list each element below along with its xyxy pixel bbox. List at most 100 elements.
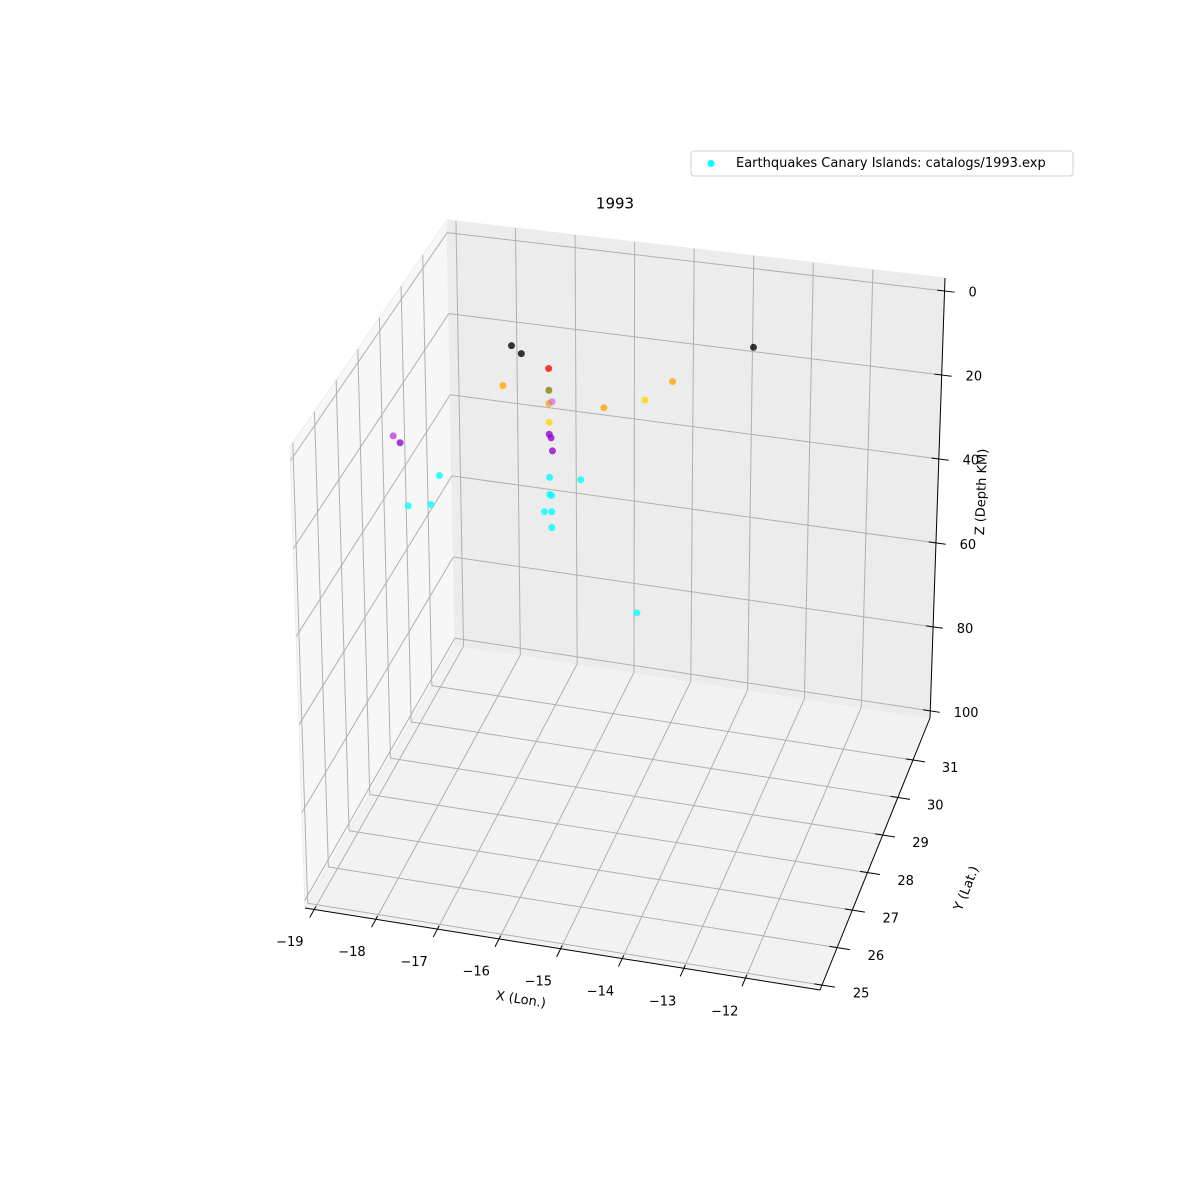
y-tick (875, 833, 896, 838)
y-tick-label: 27 (883, 911, 900, 926)
x-tick-label: −13 (649, 994, 676, 1009)
legend-marker (707, 160, 715, 167)
grid-line (313, 646, 464, 910)
x-tick (618, 955, 625, 967)
data-point (641, 396, 649, 404)
data-point (389, 432, 397, 440)
z-tick-label: 80 (957, 622, 974, 637)
y-tick (814, 983, 835, 988)
x-tick (494, 935, 502, 948)
z-tick-label: 0 (969, 286, 977, 301)
data-point (548, 398, 556, 406)
data-point (547, 434, 555, 442)
grid-line (411, 721, 898, 799)
grid-line (292, 313, 450, 549)
grid-line (574, 234, 578, 664)
legend-box (690, 150, 1074, 177)
data-point (499, 382, 507, 390)
grid-line (515, 227, 521, 656)
data-point (546, 473, 554, 481)
x-tick (309, 906, 317, 918)
data-point (548, 447, 556, 455)
x-tick (679, 964, 686, 977)
grid-line (295, 394, 451, 637)
grid-line (292, 442, 309, 904)
grid-line (683, 698, 805, 969)
grid-line (690, 248, 695, 682)
data-point (396, 439, 404, 447)
y-tick (859, 870, 881, 876)
grid-line (390, 757, 883, 836)
data-point (633, 609, 641, 617)
data-point (545, 418, 553, 426)
data-point (749, 343, 757, 351)
data-point (548, 524, 556, 532)
x-tick-label: −12 (711, 1004, 738, 1019)
grid-line (633, 241, 636, 673)
data-point (600, 404, 608, 412)
grid-line (448, 313, 942, 376)
y-tick-label: 28 (897, 874, 914, 889)
grid-line (301, 556, 454, 813)
data-point (548, 492, 556, 500)
x-tick-label: −16 (462, 965, 489, 980)
legend: Earthquakes Canary Islands: catalogs/199… (690, 150, 1074, 177)
grid-line (378, 317, 391, 759)
grid-line (307, 902, 823, 986)
z-tick-label: 60 (960, 538, 977, 553)
grid-line (328, 866, 838, 949)
grid-line (560, 681, 692, 949)
grid-line (450, 394, 939, 460)
grid-line (455, 221, 465, 647)
z-axis-line (929, 277, 946, 719)
z-tick (937, 289, 955, 293)
y-tick (890, 795, 911, 800)
z-tick (928, 541, 946, 545)
grid-line (621, 689, 749, 959)
grid-line (447, 232, 945, 292)
z-tick (931, 457, 949, 461)
grid-line (313, 411, 329, 868)
z-tick-label: 40 (963, 454, 980, 469)
grid-line (454, 637, 931, 712)
y-tick-label: 26 (868, 949, 885, 964)
grid-line (369, 793, 868, 874)
x-axis-line (304, 907, 821, 991)
x-tick (741, 974, 748, 987)
x-tick (432, 925, 440, 938)
grid-line (860, 269, 874, 708)
data-point (540, 508, 548, 516)
y-tick (844, 908, 865, 913)
data-point (577, 476, 585, 484)
z-tick-label: 20 (966, 370, 983, 385)
data-point (517, 350, 525, 358)
x-tick-label: −14 (587, 985, 614, 1000)
x-tick-label: −17 (400, 955, 427, 970)
x-tick-label: −18 (338, 945, 365, 960)
z-tick (923, 709, 940, 713)
grid-line (747, 255, 755, 690)
x-tick (371, 915, 379, 928)
data-point (669, 378, 677, 386)
y-tick-label: 25 (853, 987, 870, 1002)
grid-line (335, 380, 350, 831)
y-tick-label: 30 (927, 799, 944, 814)
chart-title: 1993 (596, 195, 634, 213)
z-tick (925, 625, 943, 629)
grid-line (422, 255, 433, 686)
grid-line (431, 685, 914, 761)
data-point (545, 386, 553, 394)
y-tick (905, 758, 926, 763)
z-axis-label: Z (Depth KM) (973, 448, 991, 535)
data-point (545, 365, 553, 373)
grid-line (453, 556, 934, 628)
data-point (427, 501, 435, 509)
grid-line (375, 654, 521, 920)
y-axis-line (819, 717, 931, 991)
grid-line (290, 232, 448, 461)
y-tick-label: 29 (912, 836, 929, 851)
grid-line (304, 637, 456, 901)
grid-line (357, 348, 371, 795)
z-tick (934, 373, 952, 377)
